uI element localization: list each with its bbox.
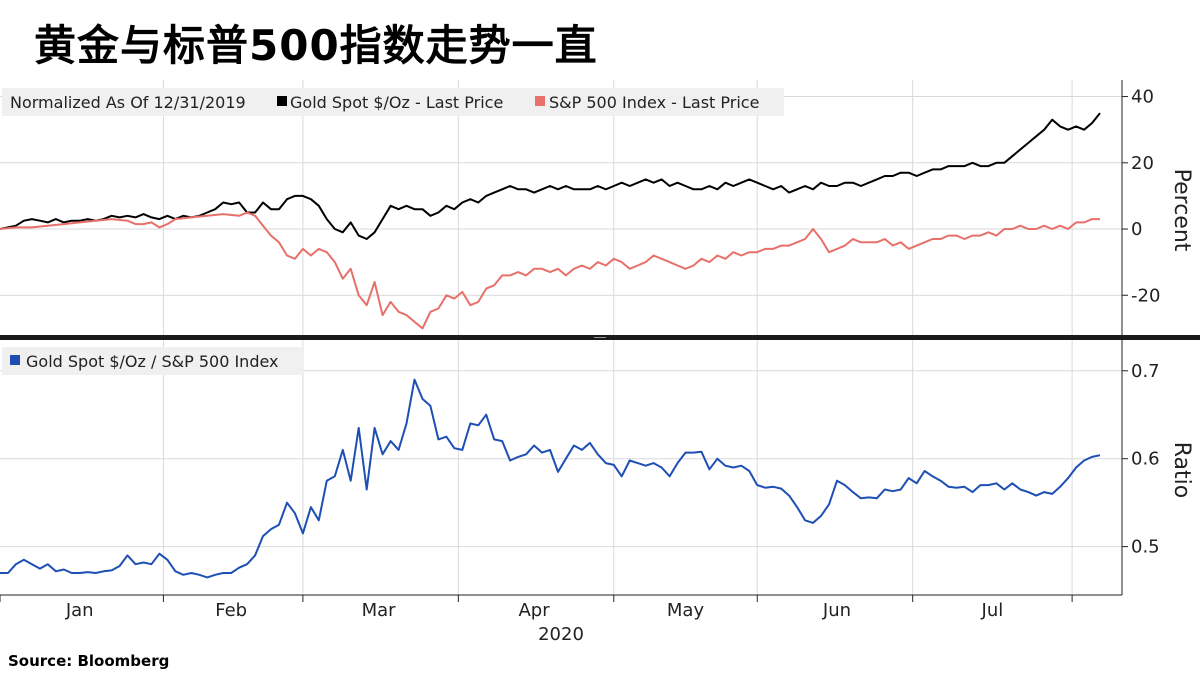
x-tick-label-jun: Jun — [822, 600, 851, 621]
top-ytick-label-0: -20 — [1131, 285, 1160, 306]
legend-swatch-ratio — [10, 355, 20, 365]
top-ytick-label-1: 0 — [1131, 219, 1142, 240]
top-legend-normalized: Normalized As Of 12/31/2019 — [10, 93, 246, 112]
legend-label-sp500: S&P 500 Index - Last Price — [549, 93, 759, 112]
legend-label-gold: Gold Spot $/Oz - Last Price — [290, 93, 503, 112]
x-tick-label-mar: Mar — [362, 600, 397, 621]
x-tick-label-may: May — [667, 600, 705, 621]
source-note: Source: Bloomberg — [8, 652, 170, 670]
top-series-group — [0, 112, 1101, 330]
top-ytick-label-3: 40 — [1131, 87, 1154, 108]
x-tick-label-jul: Jul — [981, 600, 1004, 621]
top-ytick-label-2: 20 — [1131, 153, 1154, 174]
bottom-series-line-0 — [0, 378, 1101, 579]
x-tick-label-apr: Apr — [518, 600, 550, 621]
legend-swatch-gold — [277, 96, 287, 106]
top-panel: Normalized As Of 12/31/2019 Gold Spot $/… — [0, 80, 1194, 335]
bottom-ytick-label-1: 0.6 — [1131, 449, 1160, 470]
top-y-axis-title: Percent — [1169, 169, 1194, 252]
chart-title: 黄金与标普500指数走势一直 — [34, 21, 598, 70]
legend-label-ratio: Gold Spot $/Oz / S&P 500 Index — [26, 352, 279, 371]
bottom-ytick-label-2: 0.7 — [1131, 361, 1160, 382]
bottom-grid — [0, 340, 1122, 595]
x-tick-label-jan: Jan — [65, 600, 94, 621]
bottom-panel: Gold Spot $/Oz / S&P 500 Index 0.5 0.6 0.7… — [0, 340, 1194, 595]
bottom-y-ticks: 0.5 0.6 0.7 — [1122, 361, 1160, 558]
legend-swatch-sp500 — [535, 96, 545, 106]
top-y-ticks: -20 0 20 40 — [1122, 87, 1160, 306]
top-series-line-1 — [0, 211, 1100, 330]
bottom-ytick-label-0: 0.5 — [1131, 537, 1160, 558]
bottom-legend-box — [2, 347, 304, 375]
x-tick-label-feb: Feb — [215, 600, 247, 621]
top-legend-box — [2, 88, 784, 116]
bottom-series-group — [0, 378, 1101, 579]
x-axis-ticks: Jan Feb Mar Apr May Jun Jul — [0, 595, 1073, 621]
bottom-y-axis-title: Ratio — [1169, 442, 1194, 498]
top-plot-area — [0, 80, 1122, 335]
x-axis-year-label: 2020 — [538, 624, 584, 645]
